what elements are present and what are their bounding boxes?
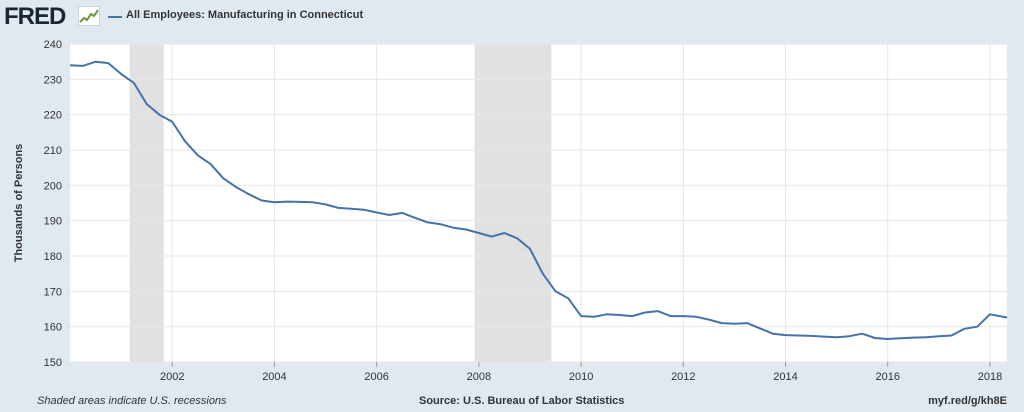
y-tick-label: 170: [44, 286, 62, 298]
fred-logo[interactable]: FRED: [4, 3, 66, 30]
y-tick-label: 180: [44, 251, 62, 263]
short-link[interactable]: myf.red/g/kh8E: [928, 395, 1007, 407]
chart-header: FRED All Employees: Manufacturing in Con…: [0, 0, 1024, 36]
y-axis-label: Thousands of Persons: [13, 144, 25, 263]
series-line-0[interactable]: [69, 60, 1008, 340]
y-tick-label: 230: [44, 74, 62, 86]
x-tick-label: 2018: [978, 371, 1002, 383]
legend-swatch: [108, 16, 122, 18]
trend-line-icon: [78, 6, 100, 26]
y-tick-label: 160: [44, 322, 62, 334]
recession-band-0: [129, 44, 164, 362]
recession-note: Shaded areas indicate U.S. recessions: [37, 395, 227, 407]
x-tick-label: 2012: [671, 371, 695, 383]
x-tick-label: 2010: [569, 371, 593, 383]
x-tick-label: 2016: [876, 371, 900, 383]
y-tick-label: 150: [44, 357, 62, 369]
y-tick-label: 190: [44, 216, 62, 228]
grid-lines: [70, 43, 1007, 363]
recession-shading: [129, 44, 552, 362]
recession-band-1: [474, 44, 552, 362]
y-tick-label: 220: [44, 110, 62, 122]
y-tick-label: 200: [44, 180, 62, 192]
x-tick-label: 2006: [364, 371, 388, 383]
x-tick-label: 2002: [160, 371, 184, 383]
legend-series-label: All Employees: Manufacturing in Connecti…: [126, 9, 364, 21]
x-tick-label: 2008: [467, 371, 491, 383]
source-text: Source: U.S. Bureau of Labor Statistics: [419, 395, 625, 407]
x-axis-ticks: 2002 2004 2006 2008 2010 2012 2014 2016 2018: [160, 362, 1002, 383]
series-layer: [69, 60, 1008, 340]
x-tick-label: 2004: [262, 371, 286, 383]
y-tick-label: 210: [44, 145, 62, 157]
x-tick-label: 2014: [773, 371, 797, 383]
y-tick-label: 240: [44, 39, 62, 51]
y-axis-ticks: 150 160 170 180 190 200 210 220 230 240: [44, 39, 62, 369]
